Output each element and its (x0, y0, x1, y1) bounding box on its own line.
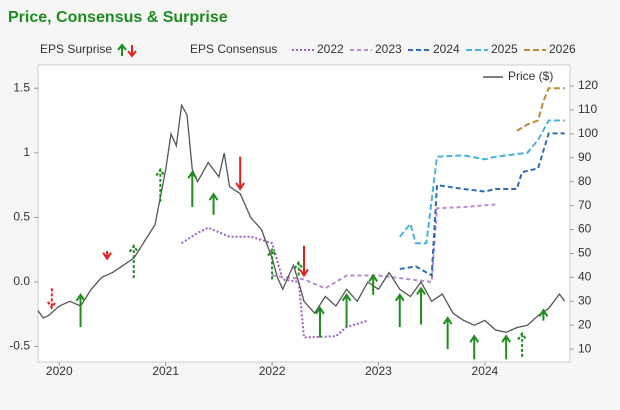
surprise-arrow (315, 305, 325, 338)
y-tick-label: 0.0 (13, 274, 30, 288)
series-line (399, 132, 565, 278)
x-tick-label: 2022 (259, 364, 286, 378)
series-line (271, 203, 496, 290)
surprise-arrow (501, 334, 511, 360)
surprise-arrow (394, 293, 405, 328)
surprise-arrow (538, 308, 549, 321)
surprise-arrow (469, 334, 480, 360)
series-line (399, 119, 565, 245)
y2-tick-label: 70 (578, 198, 592, 212)
legend-label: 2024 (433, 42, 460, 56)
down-arrow-icon (127, 45, 137, 58)
surprise-arrow (267, 247, 277, 280)
series-line (37, 103, 566, 333)
y2-tick-label: 30 (578, 293, 592, 307)
surprise-arrow (46, 288, 57, 310)
legend-label: 2023 (375, 42, 402, 56)
y2-tick-label: 50 (578, 246, 592, 260)
surprise-arrow (128, 243, 139, 279)
x-tick-label: 2023 (365, 364, 392, 378)
series-line (516, 87, 565, 132)
y2-tick-label: 60 (578, 222, 592, 236)
surprise-arrow (341, 293, 352, 328)
surprise-arrow (235, 156, 245, 191)
consensus-legend: EPS Consensus (190, 42, 277, 56)
y2-tick-label: 120 (578, 78, 598, 92)
legend-label: 2025 (491, 42, 518, 56)
y2-tick-label: 20 (578, 317, 592, 331)
surprise-arrow (208, 192, 219, 215)
chart-title: Price, Consensus & Surprise (8, 9, 228, 26)
y2-tick-label: 80 (578, 174, 592, 188)
surprise-arrow (442, 316, 453, 350)
y-tick-label: 0.5 (13, 210, 30, 224)
legend-label: 2022 (317, 42, 344, 56)
surprise-legend: EPS Surprise (40, 42, 112, 56)
surprise-arrow (368, 273, 378, 295)
x-tick-label: 2020 (46, 364, 73, 378)
surprise-arrow (416, 286, 426, 325)
series-line (181, 226, 369, 339)
y2-tick-label: 10 (578, 341, 592, 355)
surprise-arrow (75, 293, 86, 328)
surprise-arrow (293, 260, 304, 276)
surprise-arrow (517, 331, 527, 357)
y2-tick-label: 40 (578, 270, 592, 284)
legend-label: 2026 (549, 42, 576, 56)
legend-label: Price ($) (508, 69, 553, 83)
y-tick-label: 1 (23, 145, 30, 159)
x-tick-label: 2021 (152, 364, 179, 378)
y2-tick-label: 90 (578, 150, 592, 164)
up-arrow-icon (117, 43, 127, 56)
y-tick-label: -0.5 (9, 339, 30, 353)
surprise-arrow (102, 250, 112, 261)
x-tick-label: 2024 (472, 364, 499, 378)
y-tick-label: 1.5 (13, 80, 30, 94)
surprise-arrow (155, 167, 166, 202)
y2-tick-label: 110 (578, 102, 597, 116)
plot-area (37, 64, 571, 363)
y2-tick-label: 100 (578, 126, 598, 140)
surprise-arrow (187, 170, 198, 208)
surprise-arrow (299, 245, 309, 278)
